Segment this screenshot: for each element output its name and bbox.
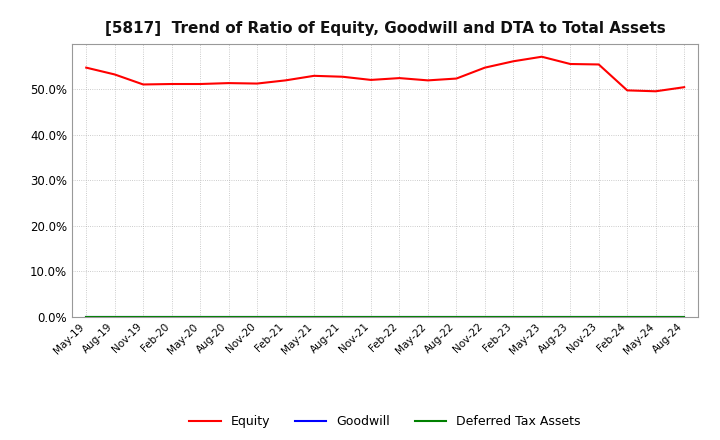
Deferred Tax Assets <box>680 314 688 319</box>
Goodwill <box>196 314 204 319</box>
Goodwill <box>82 314 91 319</box>
Goodwill <box>110 314 119 319</box>
Deferred Tax Assets <box>566 314 575 319</box>
Goodwill <box>253 314 261 319</box>
Equity <box>196 81 204 87</box>
Deferred Tax Assets <box>366 314 375 319</box>
Goodwill <box>480 314 489 319</box>
Equity <box>480 65 489 70</box>
Title: [5817]  Trend of Ratio of Equity, Goodwill and DTA to Total Assets: [5817] Trend of Ratio of Equity, Goodwil… <box>105 21 665 36</box>
Equity <box>366 77 375 83</box>
Deferred Tax Assets <box>537 314 546 319</box>
Equity <box>139 82 148 87</box>
Goodwill <box>423 314 432 319</box>
Equity <box>167 81 176 87</box>
Equity <box>537 54 546 59</box>
Deferred Tax Assets <box>423 314 432 319</box>
Equity <box>310 73 318 78</box>
Deferred Tax Assets <box>253 314 261 319</box>
Goodwill <box>623 314 631 319</box>
Deferred Tax Assets <box>282 314 290 319</box>
Deferred Tax Assets <box>310 314 318 319</box>
Line: Equity: Equity <box>86 57 684 91</box>
Deferred Tax Assets <box>623 314 631 319</box>
Goodwill <box>366 314 375 319</box>
Goodwill <box>537 314 546 319</box>
Goodwill <box>395 314 404 319</box>
Equity <box>623 88 631 93</box>
Equity <box>566 61 575 66</box>
Goodwill <box>509 314 518 319</box>
Goodwill <box>652 314 660 319</box>
Equity <box>652 88 660 94</box>
Goodwill <box>338 314 347 319</box>
Deferred Tax Assets <box>196 314 204 319</box>
Goodwill <box>139 314 148 319</box>
Equity <box>225 81 233 86</box>
Deferred Tax Assets <box>509 314 518 319</box>
Goodwill <box>282 314 290 319</box>
Deferred Tax Assets <box>139 314 148 319</box>
Equity <box>423 78 432 83</box>
Goodwill <box>595 314 603 319</box>
Legend: Equity, Goodwill, Deferred Tax Assets: Equity, Goodwill, Deferred Tax Assets <box>184 411 586 433</box>
Goodwill <box>680 314 688 319</box>
Goodwill <box>167 314 176 319</box>
Goodwill <box>225 314 233 319</box>
Equity <box>82 65 91 70</box>
Equity <box>452 76 461 81</box>
Deferred Tax Assets <box>82 314 91 319</box>
Equity <box>595 62 603 67</box>
Equity <box>395 76 404 81</box>
Equity <box>680 84 688 90</box>
Goodwill <box>452 314 461 319</box>
Deferred Tax Assets <box>480 314 489 319</box>
Deferred Tax Assets <box>110 314 119 319</box>
Deferred Tax Assets <box>452 314 461 319</box>
Goodwill <box>310 314 318 319</box>
Goodwill <box>566 314 575 319</box>
Equity <box>253 81 261 86</box>
Equity <box>509 59 518 64</box>
Deferred Tax Assets <box>338 314 347 319</box>
Equity <box>338 74 347 79</box>
Deferred Tax Assets <box>225 314 233 319</box>
Deferred Tax Assets <box>167 314 176 319</box>
Deferred Tax Assets <box>652 314 660 319</box>
Equity <box>110 72 119 77</box>
Deferred Tax Assets <box>595 314 603 319</box>
Deferred Tax Assets <box>395 314 404 319</box>
Equity <box>282 78 290 83</box>
